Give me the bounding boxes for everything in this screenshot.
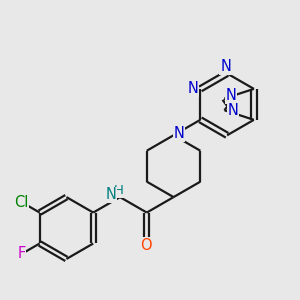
Text: O: O bbox=[140, 238, 152, 253]
Text: N: N bbox=[188, 81, 198, 96]
Text: Cl: Cl bbox=[14, 195, 28, 210]
Text: N: N bbox=[226, 88, 236, 103]
Text: H: H bbox=[114, 184, 124, 197]
Text: N: N bbox=[227, 103, 238, 118]
Text: N: N bbox=[220, 59, 231, 74]
Text: F: F bbox=[17, 246, 26, 261]
Text: N: N bbox=[173, 126, 184, 141]
Text: N: N bbox=[105, 187, 116, 202]
